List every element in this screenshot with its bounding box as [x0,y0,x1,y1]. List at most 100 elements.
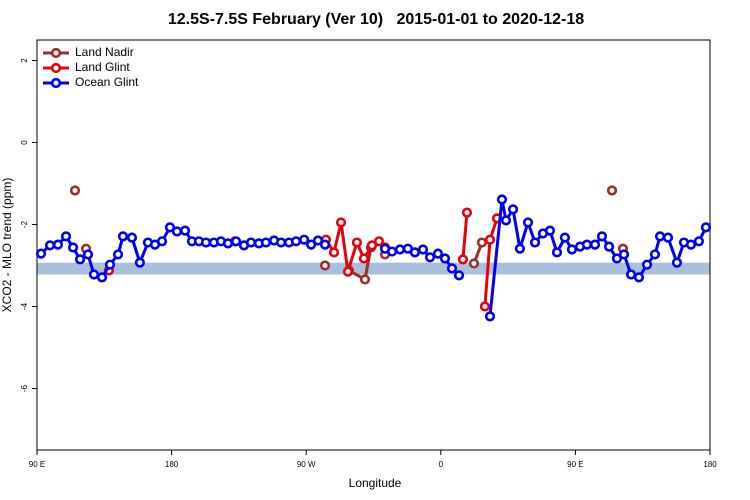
data-point [551,247,563,258]
data-point [476,237,488,248]
x-tick-label: 180 [165,460,179,469]
data-point [581,239,593,250]
legend-marker [50,77,62,89]
data-point [662,232,674,243]
legend-marker [50,47,62,59]
x-axis-label: Longitude [349,476,402,490]
data-point [618,249,630,260]
data-point [606,185,618,196]
data-point [299,234,310,245]
x-tick-label: 90 W [297,460,316,469]
data-point [461,207,473,218]
data-point [522,217,534,228]
y-tick-label: 0 [20,140,29,145]
data-point [671,257,683,268]
data-point [82,249,94,260]
legend-label: Ocean Glint [75,75,139,89]
data-point [260,237,272,248]
data-point [359,274,371,285]
data-point [394,244,406,255]
data-point [484,234,496,245]
data-point [164,222,176,233]
data-point [366,240,378,251]
data-point [44,240,56,251]
data-point [171,226,183,237]
data-point [112,249,124,260]
data-point [319,260,331,271]
data-point [596,231,608,242]
data-point [566,244,578,255]
data-point [453,270,465,281]
data-point [649,249,661,260]
data-point [328,247,340,258]
x-tick-label: 90 E [29,460,45,469]
data-point [417,244,429,255]
x-tick-label: 180 [703,460,717,469]
data-point [432,248,444,259]
data-point [117,231,129,242]
data-point [439,253,451,264]
data-point [484,311,496,322]
data-point [96,272,108,283]
data-point [685,239,697,250]
data-point [507,204,519,215]
data-point [424,252,436,263]
data-point [529,237,541,248]
data-point [589,239,601,250]
data-point [544,225,556,236]
data-point [373,236,385,247]
data-point [409,247,421,258]
data-point [275,237,287,248]
data-point [335,217,347,228]
plot-frame [36,39,711,451]
data-point [156,236,168,247]
data-point [625,269,637,280]
y-tick-label: 2 [20,58,29,63]
x-tick-label: 90 E [567,460,583,469]
data-point [88,269,100,280]
data-point [654,231,666,242]
data-point [35,248,47,259]
data-point [358,253,370,264]
data-point [342,266,354,277]
data-point [67,242,79,253]
data-point [306,239,317,250]
legend-label: Land Glint [75,60,130,74]
data-point [496,194,508,205]
data-point [641,259,653,270]
data-point [468,258,480,269]
y-axis-label: XCO2 - MLO trend (ppm) [0,178,14,313]
data-point [245,237,257,248]
data-point [700,222,712,233]
data-point [126,232,138,243]
data-point [611,253,623,264]
data-point [693,236,705,247]
data-point [52,239,64,250]
data-point [134,257,145,268]
y-tick-label: -4 [20,302,29,310]
data-point [479,301,491,312]
data-point [559,232,571,243]
data-point [319,239,331,250]
data-point [514,243,526,254]
data-point [104,259,116,270]
data-point [230,236,242,247]
x-tick-label: 0 [439,460,444,469]
data-point [457,254,469,265]
data-point [290,236,302,247]
data-point [222,238,234,249]
data-point [200,237,212,248]
data-point [179,225,191,236]
data-point [500,215,512,226]
data-point [603,241,615,252]
legend-marker [50,62,62,74]
data-point [69,185,81,196]
legend-label: Land Nadir [75,45,134,59]
data-point [446,263,458,274]
data-point [312,235,324,246]
chart-title: 12.5S-7.5S February (Ver 10) 2015-01-01 … [168,11,584,28]
y-tick-label: -2 [20,220,29,228]
data-point [74,254,86,265]
reference-band [37,262,710,275]
data-point [386,246,398,257]
